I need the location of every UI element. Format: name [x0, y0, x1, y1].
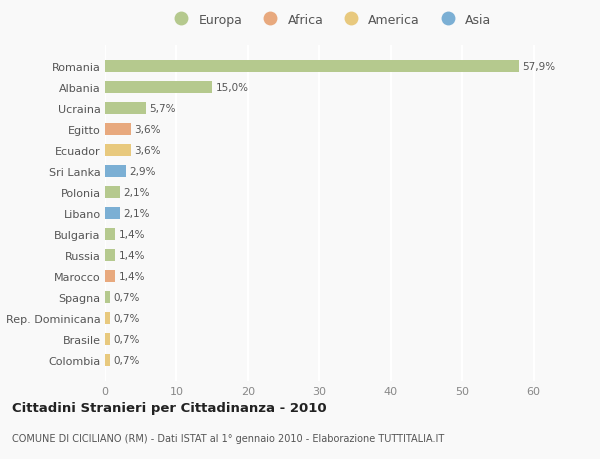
Text: 2,1%: 2,1%	[124, 188, 150, 197]
Text: 0,7%: 0,7%	[113, 313, 140, 323]
Bar	[105, 187, 120, 198]
Bar	[105, 313, 110, 324]
Text: 15,0%: 15,0%	[216, 83, 249, 93]
Text: 1,4%: 1,4%	[119, 271, 145, 281]
Text: 2,9%: 2,9%	[129, 167, 156, 177]
Bar	[105, 103, 146, 114]
Text: 2,1%: 2,1%	[124, 208, 150, 218]
Text: 0,7%: 0,7%	[113, 334, 140, 344]
Text: 57,9%: 57,9%	[522, 62, 555, 72]
Bar	[105, 354, 110, 366]
Bar	[105, 124, 131, 135]
Bar	[105, 145, 131, 157]
Text: COMUNE DI CICILIANO (RM) - Dati ISTAT al 1° gennaio 2010 - Elaborazione TUTTITAL: COMUNE DI CICILIANO (RM) - Dati ISTAT al…	[12, 433, 444, 442]
Text: 1,4%: 1,4%	[119, 230, 145, 239]
Text: Cittadini Stranieri per Cittadinanza - 2010: Cittadini Stranieri per Cittadinanza - 2…	[12, 401, 326, 414]
Bar	[105, 207, 120, 219]
Bar	[105, 229, 115, 240]
Bar	[105, 166, 126, 177]
Text: 5,7%: 5,7%	[149, 104, 176, 114]
Legend: Europa, Africa, America, Asia: Europa, Africa, America, Asia	[164, 9, 496, 32]
Text: 3,6%: 3,6%	[134, 146, 161, 156]
Bar	[105, 270, 115, 282]
Bar	[105, 333, 110, 345]
Text: 3,6%: 3,6%	[134, 125, 161, 134]
Bar	[105, 61, 518, 73]
Text: 0,7%: 0,7%	[113, 355, 140, 365]
Text: 1,4%: 1,4%	[119, 250, 145, 260]
Text: 0,7%: 0,7%	[113, 292, 140, 302]
Bar	[105, 82, 212, 94]
Bar	[105, 250, 115, 261]
Bar	[105, 291, 110, 303]
